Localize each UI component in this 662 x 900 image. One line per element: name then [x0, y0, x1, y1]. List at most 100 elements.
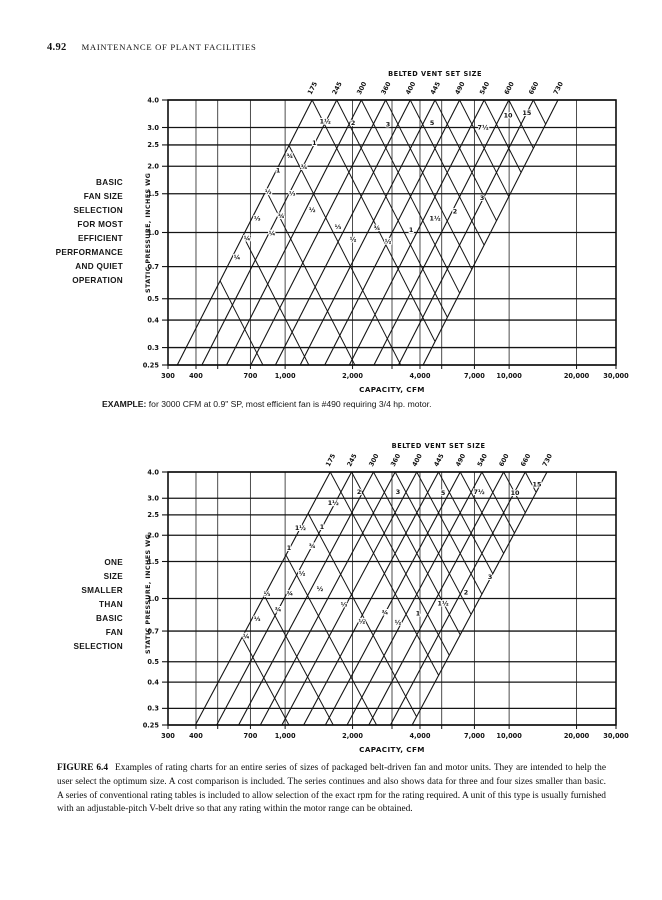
svg-text:600: 600	[503, 80, 517, 96]
svg-text:1.0: 1.0	[147, 595, 159, 603]
svg-text:½: ½	[395, 619, 402, 627]
x-tick-labels: 300 400 700 1,000 2,000 4,000 7,000 10,000 20,00…	[161, 372, 629, 380]
svg-text:4.0: 4.0	[147, 468, 159, 476]
svg-text:10,000: 10,000	[496, 372, 522, 380]
svg-text:2.0: 2.0	[147, 532, 159, 540]
svg-text:3: 3	[396, 488, 400, 496]
svg-text:1: 1	[287, 544, 291, 552]
svg-text:3: 3	[386, 121, 390, 129]
svg-text:0.7: 0.7	[147, 627, 159, 635]
side-note-line: OPERATION	[72, 276, 123, 285]
svg-text:10: 10	[504, 112, 513, 120]
side-note-line: SIZE	[103, 572, 123, 581]
svg-text:15: 15	[522, 109, 531, 117]
grid-lines	[167, 471, 617, 726]
svg-text:540: 540	[476, 452, 490, 468]
svg-text:3.0: 3.0	[147, 124, 159, 132]
svg-text:1½: 1½	[320, 118, 331, 126]
svg-text:400: 400	[189, 732, 203, 740]
svg-text:¾: ¾	[301, 163, 308, 171]
svg-text:5: 5	[430, 119, 434, 127]
svg-text:⅓: ⅓	[264, 590, 271, 598]
fan-size-lines	[176, 99, 559, 366]
svg-text:¼: ¼	[244, 235, 251, 243]
svg-text:7,000: 7,000	[464, 372, 485, 380]
svg-text:¾: ¾	[278, 212, 285, 220]
svg-text:1,000: 1,000	[275, 732, 296, 740]
side-note-line: FAN	[105, 628, 123, 637]
svg-text:20,000: 20,000	[564, 372, 590, 380]
side-note-line: BASIC	[96, 178, 123, 187]
example-note: EXAMPLE: for 3000 CFM at 0.9" SP, most e…	[102, 399, 572, 409]
svg-text:730: 730	[541, 452, 555, 468]
svg-text:30,000: 30,000	[603, 372, 629, 380]
svg-text:0.5: 0.5	[147, 658, 159, 666]
svg-text:0.3: 0.3	[147, 344, 159, 352]
svg-text:1,000: 1,000	[275, 372, 296, 380]
svg-text:300: 300	[161, 372, 175, 380]
svg-text:¼: ¼	[243, 633, 250, 641]
side-note-line: SELECTION	[73, 206, 123, 215]
svg-text:0.7: 0.7	[147, 263, 159, 271]
svg-text:3: 3	[480, 194, 484, 202]
svg-text:490: 490	[454, 452, 468, 468]
svg-text:360: 360	[389, 452, 403, 468]
svg-text:¾: ¾	[287, 152, 294, 160]
side-note-line: AND QUIET	[75, 262, 123, 271]
svg-text:1.5: 1.5	[147, 190, 159, 198]
svg-text:0.25: 0.25	[143, 721, 160, 729]
svg-text:245: 245	[345, 452, 358, 468]
svg-text:300: 300	[161, 732, 175, 740]
svg-text:⅓: ⅓	[341, 600, 348, 608]
svg-text:5: 5	[441, 489, 445, 497]
svg-text:1.0: 1.0	[147, 229, 159, 237]
side-note-line: BASIC	[96, 614, 123, 623]
x-axis-label: CAPACITY, CFM	[359, 385, 425, 394]
example-text: for 3000 CFM at 0.9" SP, most efficient …	[146, 399, 432, 409]
svg-text:½: ½	[265, 188, 272, 196]
svg-text:360: 360	[379, 80, 393, 96]
svg-text:1: 1	[409, 226, 413, 234]
svg-text:400: 400	[410, 452, 424, 468]
svg-text:⅓: ⅓	[289, 189, 296, 197]
svg-text:2.5: 2.5	[147, 141, 159, 149]
figure-number: FIGURE 6.4	[57, 763, 109, 773]
svg-text:600: 600	[497, 452, 511, 468]
side-note-line: EFFICIENT	[77, 234, 123, 243]
belted-vent-set-size-title: BELTED VENT SET SIZE	[388, 70, 482, 78]
svg-text:2,000: 2,000	[342, 372, 363, 380]
svg-text:¾: ¾	[382, 608, 389, 616]
page-number: 4.92	[47, 42, 67, 53]
side-note-line: SMALLER	[81, 586, 123, 595]
svg-text:3.0: 3.0	[147, 495, 159, 503]
svg-text:2: 2	[453, 207, 457, 215]
svg-text:0.4: 0.4	[147, 678, 159, 686]
fan-size-lines	[194, 471, 548, 726]
rating-chart-svg: 0.25 0.3 0.4 0.5 0.7 1.0 1.5 2.0 2.5 3.0 4.0 300 400…	[143, 442, 629, 754]
svg-text:0.4: 0.4	[147, 316, 159, 324]
svg-text:660: 660	[527, 80, 541, 96]
svg-text:1½: 1½	[328, 499, 339, 507]
y-tick-labels: 0.25 0.3 0.4 0.5 0.7 1.0 1.5 2.0 2.5 3.0 4.0	[143, 96, 160, 369]
figure-caption: FIGURE 6.4 Examples of rating charts for …	[57, 762, 606, 817]
svg-text:3: 3	[488, 573, 492, 581]
svg-text:1: 1	[312, 139, 316, 147]
axis-ticks	[162, 99, 617, 369]
svg-text:¾: ¾	[309, 542, 316, 550]
svg-text:1½: 1½	[438, 599, 449, 607]
svg-text:400: 400	[404, 80, 418, 96]
svg-text:2: 2	[357, 488, 361, 496]
svg-text:700: 700	[244, 732, 258, 740]
running-head: MAINTENANCE OF PLANT FACILITIES	[81, 42, 257, 52]
side-note-line: PERFORMANCE	[55, 248, 123, 257]
svg-text:½: ½	[317, 585, 324, 593]
svg-text:7½: 7½	[474, 488, 485, 496]
svg-text:1½: 1½	[295, 524, 306, 532]
svg-text:⅓: ⅓	[254, 215, 261, 223]
svg-text:0.25: 0.25	[143, 361, 160, 369]
rating-chart-svg: 0.25 0.3 0.4 0.5 0.7 1.0 1.5 2.0 2.5 3.0 4.0 300 400…	[143, 70, 629, 394]
svg-text:7½: 7½	[478, 124, 489, 132]
